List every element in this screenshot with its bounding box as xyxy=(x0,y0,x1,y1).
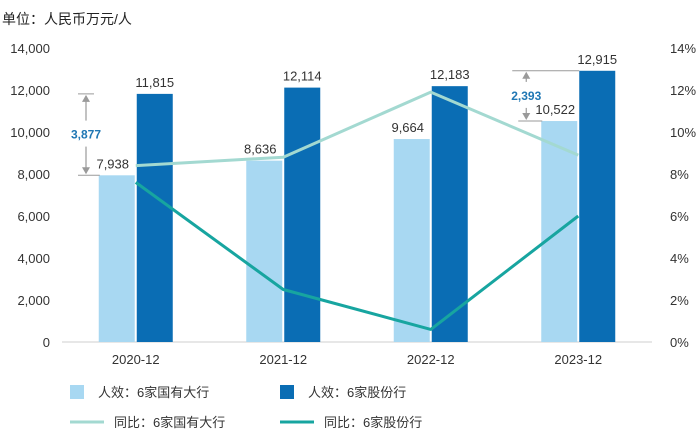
bar-data-label: 12,114 xyxy=(283,69,322,84)
legend-label: 同比：6家国有大行 xyxy=(114,415,225,430)
bar-state-owned xyxy=(98,175,135,342)
left-tick-label: 2,000 xyxy=(17,293,50,308)
bar-joint-stock xyxy=(579,70,616,342)
annotation-arrowhead xyxy=(82,94,90,102)
bar-data-label: 12,915 xyxy=(577,52,617,67)
right-tick-label: 10% xyxy=(670,125,696,140)
bar-data-label: 9,664 xyxy=(391,120,424,135)
line-joint-stock-yoy xyxy=(134,181,580,331)
left-tick-label: 14,000 xyxy=(10,41,50,56)
annotation-arrowhead xyxy=(522,71,531,79)
left-tick-label: 4,000 xyxy=(17,251,50,266)
right-tick-label: 14% xyxy=(670,41,696,56)
bar-data-label: 8,636 xyxy=(244,142,277,157)
left-tick-label: 8,000 xyxy=(17,167,50,182)
line-state-owned-yoy xyxy=(135,90,579,168)
right-tick-label: 0% xyxy=(670,335,689,350)
right-tick-label: 2% xyxy=(670,293,689,308)
legend-label: 人效：6家国有大行 xyxy=(98,385,209,400)
x-tick-label: 2021-12 xyxy=(259,352,307,367)
annotation-arrowhead xyxy=(82,167,90,175)
bar-joint-stock xyxy=(431,86,468,342)
left-tick-label: 10,000 xyxy=(10,125,50,140)
lines xyxy=(134,90,580,331)
legend-swatch xyxy=(70,385,84,399)
unit-label: 单位：人民币万元/人 xyxy=(2,11,132,27)
axes: 0 2,000 4,000 6,000 8,000 10,000 12,000 14,000 0… xyxy=(10,41,696,367)
bar-joint-stock xyxy=(136,93,173,342)
bar-data-label: 12,183 xyxy=(430,67,470,82)
bar-data-label: 11,815 xyxy=(135,75,174,90)
annotation-label: 3,877 xyxy=(71,128,101,142)
x-tick-label: 2023-12 xyxy=(554,352,602,367)
bar-data-label: 10,522 xyxy=(535,102,575,117)
annotations: 3,877 2,393 xyxy=(71,70,580,176)
annotation-label: 2,393 xyxy=(511,89,541,103)
right-tick-label: 8% xyxy=(670,167,689,182)
legend-label: 同比：6家股份行 xyxy=(324,415,422,430)
right-tick-label: 6% xyxy=(670,209,689,224)
left-tick-label: 0 xyxy=(43,335,50,350)
x-tick-label: 2020-12 xyxy=(112,352,160,367)
bar-data-label: 7,938 xyxy=(96,156,129,171)
right-tick-label: 12% xyxy=(670,83,696,98)
left-tick-label: 6,000 xyxy=(17,209,50,224)
x-tick-label: 2022-12 xyxy=(407,352,455,367)
left-tick-label: 12,000 xyxy=(10,83,50,98)
bars: 7,938 8,636 9,664 10,522 11,815 12,114 12,183 1… xyxy=(96,52,617,343)
bar-joint-stock xyxy=(284,87,321,342)
legend-label: 人效：6家股份行 xyxy=(308,385,406,400)
legend-swatch xyxy=(280,385,294,399)
bar-state-owned xyxy=(393,139,430,342)
bar-state-owned xyxy=(246,160,283,342)
right-tick-label: 4% xyxy=(670,251,689,266)
annotation-arrowhead xyxy=(522,113,531,121)
